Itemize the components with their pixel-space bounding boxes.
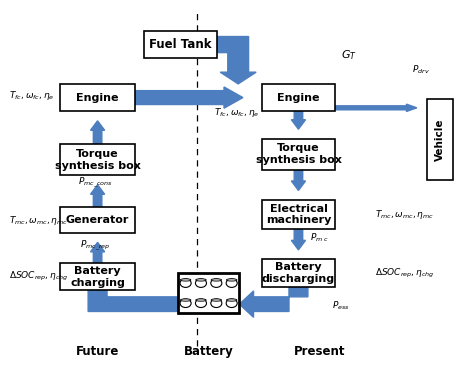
Text: Generator: Generator: [66, 215, 129, 225]
Text: Battery: Battery: [184, 345, 234, 358]
Text: $P_{drv}$: $P_{drv}$: [412, 64, 430, 76]
Ellipse shape: [196, 299, 206, 301]
FancyArrow shape: [292, 111, 306, 129]
FancyArrow shape: [136, 87, 243, 108]
Ellipse shape: [211, 299, 221, 301]
FancyBboxPatch shape: [178, 273, 239, 313]
Circle shape: [226, 279, 237, 287]
Text: $\Delta SOC_{rep},\eta_{chg}$: $\Delta SOC_{rep},\eta_{chg}$: [9, 270, 69, 283]
Ellipse shape: [227, 279, 237, 281]
FancyBboxPatch shape: [262, 200, 335, 229]
Circle shape: [180, 279, 191, 287]
Circle shape: [180, 299, 191, 308]
Text: $P_{mc\_cons}$: $P_{mc\_cons}$: [78, 175, 112, 190]
Circle shape: [211, 299, 222, 308]
Ellipse shape: [196, 279, 206, 281]
Text: $T_{fc},\omega_{fc},\eta_{e}$: $T_{fc},\omega_{fc},\eta_{e}$: [214, 106, 260, 119]
Text: $P_{mc\_rep}$: $P_{mc\_rep}$: [80, 239, 110, 253]
FancyArrow shape: [91, 185, 105, 207]
FancyBboxPatch shape: [60, 144, 136, 175]
Text: $P_{m\ c}$: $P_{m\ c}$: [310, 231, 329, 244]
Text: $T_{mc},\omega_{mc},\eta_{mc}$: $T_{mc},\omega_{mc},\eta_{mc}$: [375, 208, 434, 221]
Text: $G_T$: $G_T$: [341, 48, 357, 62]
Ellipse shape: [227, 299, 237, 301]
FancyArrow shape: [91, 242, 105, 263]
Circle shape: [195, 279, 207, 287]
FancyBboxPatch shape: [60, 263, 136, 290]
Circle shape: [195, 299, 207, 308]
Text: Electrical
machinery: Electrical machinery: [266, 204, 331, 225]
Text: $T_{fc},\omega_{fc},\eta_{e}$: $T_{fc},\omega_{fc},\eta_{e}$: [9, 89, 55, 102]
FancyBboxPatch shape: [144, 32, 217, 58]
FancyArrow shape: [292, 229, 306, 250]
FancyBboxPatch shape: [262, 139, 335, 170]
FancyBboxPatch shape: [427, 99, 453, 180]
Ellipse shape: [180, 279, 191, 281]
FancyArrow shape: [335, 104, 417, 112]
Text: Future: Future: [76, 345, 119, 358]
Text: Present: Present: [294, 345, 346, 358]
Circle shape: [226, 299, 237, 308]
Text: Vehicle: Vehicle: [435, 119, 445, 161]
Text: Battery
discharging: Battery discharging: [262, 262, 335, 284]
Polygon shape: [239, 287, 308, 317]
Text: Battery
charging: Battery charging: [70, 266, 125, 287]
Text: Engine: Engine: [277, 92, 319, 103]
FancyBboxPatch shape: [60, 84, 136, 111]
Ellipse shape: [180, 299, 191, 301]
Text: $T_{mc},\omega_{mc},\eta_{mc}$: $T_{mc},\omega_{mc},\eta_{mc}$: [9, 214, 68, 226]
FancyBboxPatch shape: [60, 207, 136, 233]
FancyArrow shape: [91, 121, 105, 144]
FancyBboxPatch shape: [262, 84, 335, 111]
FancyBboxPatch shape: [262, 259, 335, 287]
Text: $P_{ess}$: $P_{ess}$: [331, 300, 349, 312]
Text: $\Delta SOC_{rep},\eta_{chg}$: $\Delta SOC_{rep},\eta_{chg}$: [375, 266, 435, 280]
Ellipse shape: [211, 279, 221, 281]
Text: Torque
synthesis box: Torque synthesis box: [255, 143, 341, 165]
Polygon shape: [217, 37, 256, 84]
FancyArrow shape: [292, 170, 306, 190]
Polygon shape: [81, 280, 178, 312]
Text: Torque
synthesis box: Torque synthesis box: [55, 149, 140, 171]
Text: Engine: Engine: [76, 92, 119, 103]
Circle shape: [211, 279, 222, 287]
Text: Fuel Tank: Fuel Tank: [149, 38, 211, 51]
